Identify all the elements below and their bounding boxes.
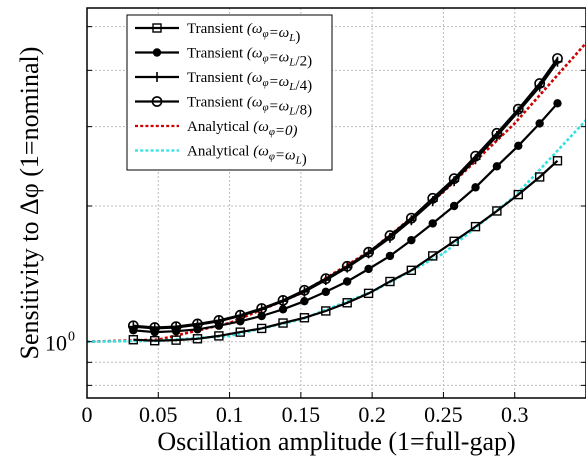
series-3-marker <box>151 96 163 107</box>
y-tick-base: 10 <box>45 331 67 356</box>
series-0-marker <box>449 236 459 247</box>
y-tick-exponent: 0 <box>68 330 75 345</box>
x-tick-label: 0.2 <box>358 402 386 427</box>
series-3-marker <box>213 314 225 326</box>
series-0-marker <box>385 276 395 287</box>
series-3-marker <box>341 260 353 272</box>
series-3-marker <box>127 320 139 332</box>
series-0-marker <box>299 313 310 323</box>
series-3-marker <box>405 212 417 224</box>
series-3-marker <box>363 246 374 258</box>
series-0-marker <box>492 206 502 216</box>
series-0-marker <box>513 189 523 200</box>
series-0-marker <box>214 331 224 341</box>
legend: Transient (ωφ=ωL)Transient (ωφ=ωL/2)Tran… <box>126 14 333 171</box>
series-3-marker <box>552 53 563 64</box>
series-3-marker <box>149 322 161 333</box>
legend-label-2: Transient (ωφ=ωL/4) <box>187 70 312 94</box>
series-0-marker <box>470 221 481 232</box>
series-1-marker <box>278 305 288 314</box>
legend-label-0: Transient (ωφ=ωL) <box>187 21 300 45</box>
series-2-marker <box>152 72 162 82</box>
series-0-marker <box>406 265 417 276</box>
legend-label-3: Transient (ωφ=ωL/8) <box>187 95 312 119</box>
series-0-marker <box>552 156 563 166</box>
series-0-marker <box>152 23 162 33</box>
series-line-4 <box>86 42 586 343</box>
series-3-marker <box>384 230 396 241</box>
series-0-marker <box>192 334 203 344</box>
series-3-marker <box>299 284 310 296</box>
series-0-marker <box>428 251 438 261</box>
series-0-marker <box>278 318 288 328</box>
series-0-marker <box>128 335 139 345</box>
series-0-marker <box>171 335 181 345</box>
legend-label-5: Analytical (ωφ=ωL) <box>187 144 307 168</box>
series-1-marker <box>342 277 352 286</box>
series-0-marker <box>363 288 374 299</box>
series-3-marker <box>277 294 289 306</box>
series-3-marker <box>320 273 332 285</box>
legend-label-4: Analytical (ωφ=0) <box>187 119 298 139</box>
series-3-marker <box>192 318 203 330</box>
series-1-marker <box>553 99 562 108</box>
series-0-marker <box>534 172 545 182</box>
series-1-marker <box>514 141 523 151</box>
series-3-marker <box>170 321 182 333</box>
series-layer <box>86 42 586 346</box>
series-1-marker <box>152 48 162 57</box>
series-0-marker <box>321 306 331 316</box>
series-3-marker <box>256 303 268 314</box>
series-3-marker <box>512 103 524 115</box>
x-tick-label: 0.25 <box>424 402 463 427</box>
ticks: 0 0.05 0.1 0.15 0.2 0.25 0.3 <box>82 26 586 427</box>
legend-box <box>126 14 333 171</box>
series-1-marker <box>471 183 480 192</box>
series-1-marker <box>535 119 544 128</box>
series-0-marker <box>150 336 160 346</box>
series-1-marker <box>449 201 459 211</box>
x-axis-title: Oscillation amplitude (1=full-gap) <box>157 427 515 456</box>
series-1-marker <box>492 162 502 171</box>
series-1-marker <box>300 296 309 306</box>
series-3-marker <box>234 309 246 321</box>
series-1-marker <box>407 235 416 245</box>
series-0-marker <box>342 298 352 308</box>
series-1-marker <box>385 251 395 261</box>
series-1-marker <box>364 264 373 274</box>
series-1-marker <box>321 287 331 297</box>
legend-label-1: Transient (ωφ=ωL/2) <box>187 46 312 70</box>
series-1-marker <box>257 311 266 321</box>
series-3-marker <box>470 150 481 162</box>
series-1-marker <box>428 219 437 228</box>
x-tick-label: 0.15 <box>282 402 321 427</box>
series-3-marker <box>448 173 460 185</box>
plot-frame <box>86 7 586 399</box>
series-3-marker <box>534 78 546 89</box>
series-3-marker <box>427 192 439 204</box>
x-tick-label: 0 <box>82 402 93 427</box>
series-line-0 <box>133 159 559 342</box>
y-axis-title: Sensitivity to Δφ (1=nominal) <box>15 47 44 360</box>
series-line-3 <box>133 57 559 329</box>
y-tick-label: 10 0 <box>45 330 75 356</box>
x-tick-label: 0.1 <box>216 402 244 427</box>
x-tick-label: 0.3 <box>501 402 529 427</box>
x-tick-label: 0.05 <box>139 402 178 427</box>
series-3-marker <box>491 127 503 139</box>
series-0-marker <box>235 327 245 337</box>
series-0-marker <box>256 323 267 334</box>
